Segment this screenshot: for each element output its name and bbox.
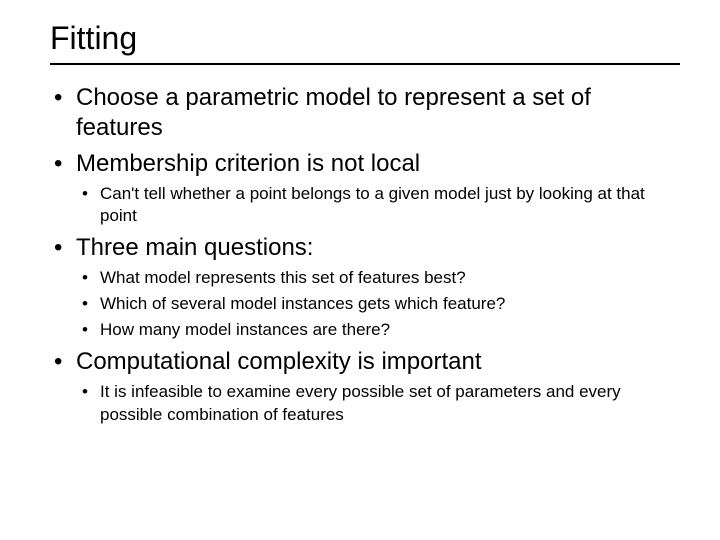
slide-body: Fitting Choose a parametric model to rep… xyxy=(0,0,720,540)
sub-bullet-item: Can't tell whether a point belongs to a … xyxy=(76,183,680,227)
bullet-list-level1: Choose a parametric model to represent a… xyxy=(50,83,680,426)
sub-bullet-item: Which of several model instances gets wh… xyxy=(76,293,680,315)
sub-bullet-text: How many model instances are there? xyxy=(100,320,390,339)
bullet-list-level2: Can't tell whether a point belongs to a … xyxy=(76,183,680,227)
sub-bullet-text: Which of several model instances gets wh… xyxy=(100,294,505,313)
bullet-item: Three main questions: What model represe… xyxy=(50,233,680,341)
bullet-item: Choose a parametric model to represent a… xyxy=(50,83,680,143)
sub-bullet-text: It is infeasible to examine every possib… xyxy=(100,382,621,423)
bullet-text: Three main questions: xyxy=(76,234,313,261)
title-underline xyxy=(50,63,680,65)
sub-bullet-item: It is infeasible to examine every possib… xyxy=(76,381,680,425)
bullet-text: Membership criterion is not local xyxy=(76,150,420,177)
slide-title: Fitting xyxy=(50,20,680,57)
bullet-text: Choose a parametric model to represent a… xyxy=(76,84,591,141)
sub-bullet-item: What model represents this set of featur… xyxy=(76,267,680,289)
sub-bullet-text: What model represents this set of featur… xyxy=(100,268,466,287)
sub-bullet-text: Can't tell whether a point belongs to a … xyxy=(100,184,645,225)
bullet-item: Membership criterion is not local Can't … xyxy=(50,149,680,227)
bullet-item: Computational complexity is important It… xyxy=(50,347,680,425)
sub-bullet-item: How many model instances are there? xyxy=(76,319,680,341)
bullet-list-level2: What model represents this set of featur… xyxy=(76,267,680,341)
bullet-list-level2: It is infeasible to examine every possib… xyxy=(76,381,680,425)
bullet-text: Computational complexity is important xyxy=(76,348,482,375)
